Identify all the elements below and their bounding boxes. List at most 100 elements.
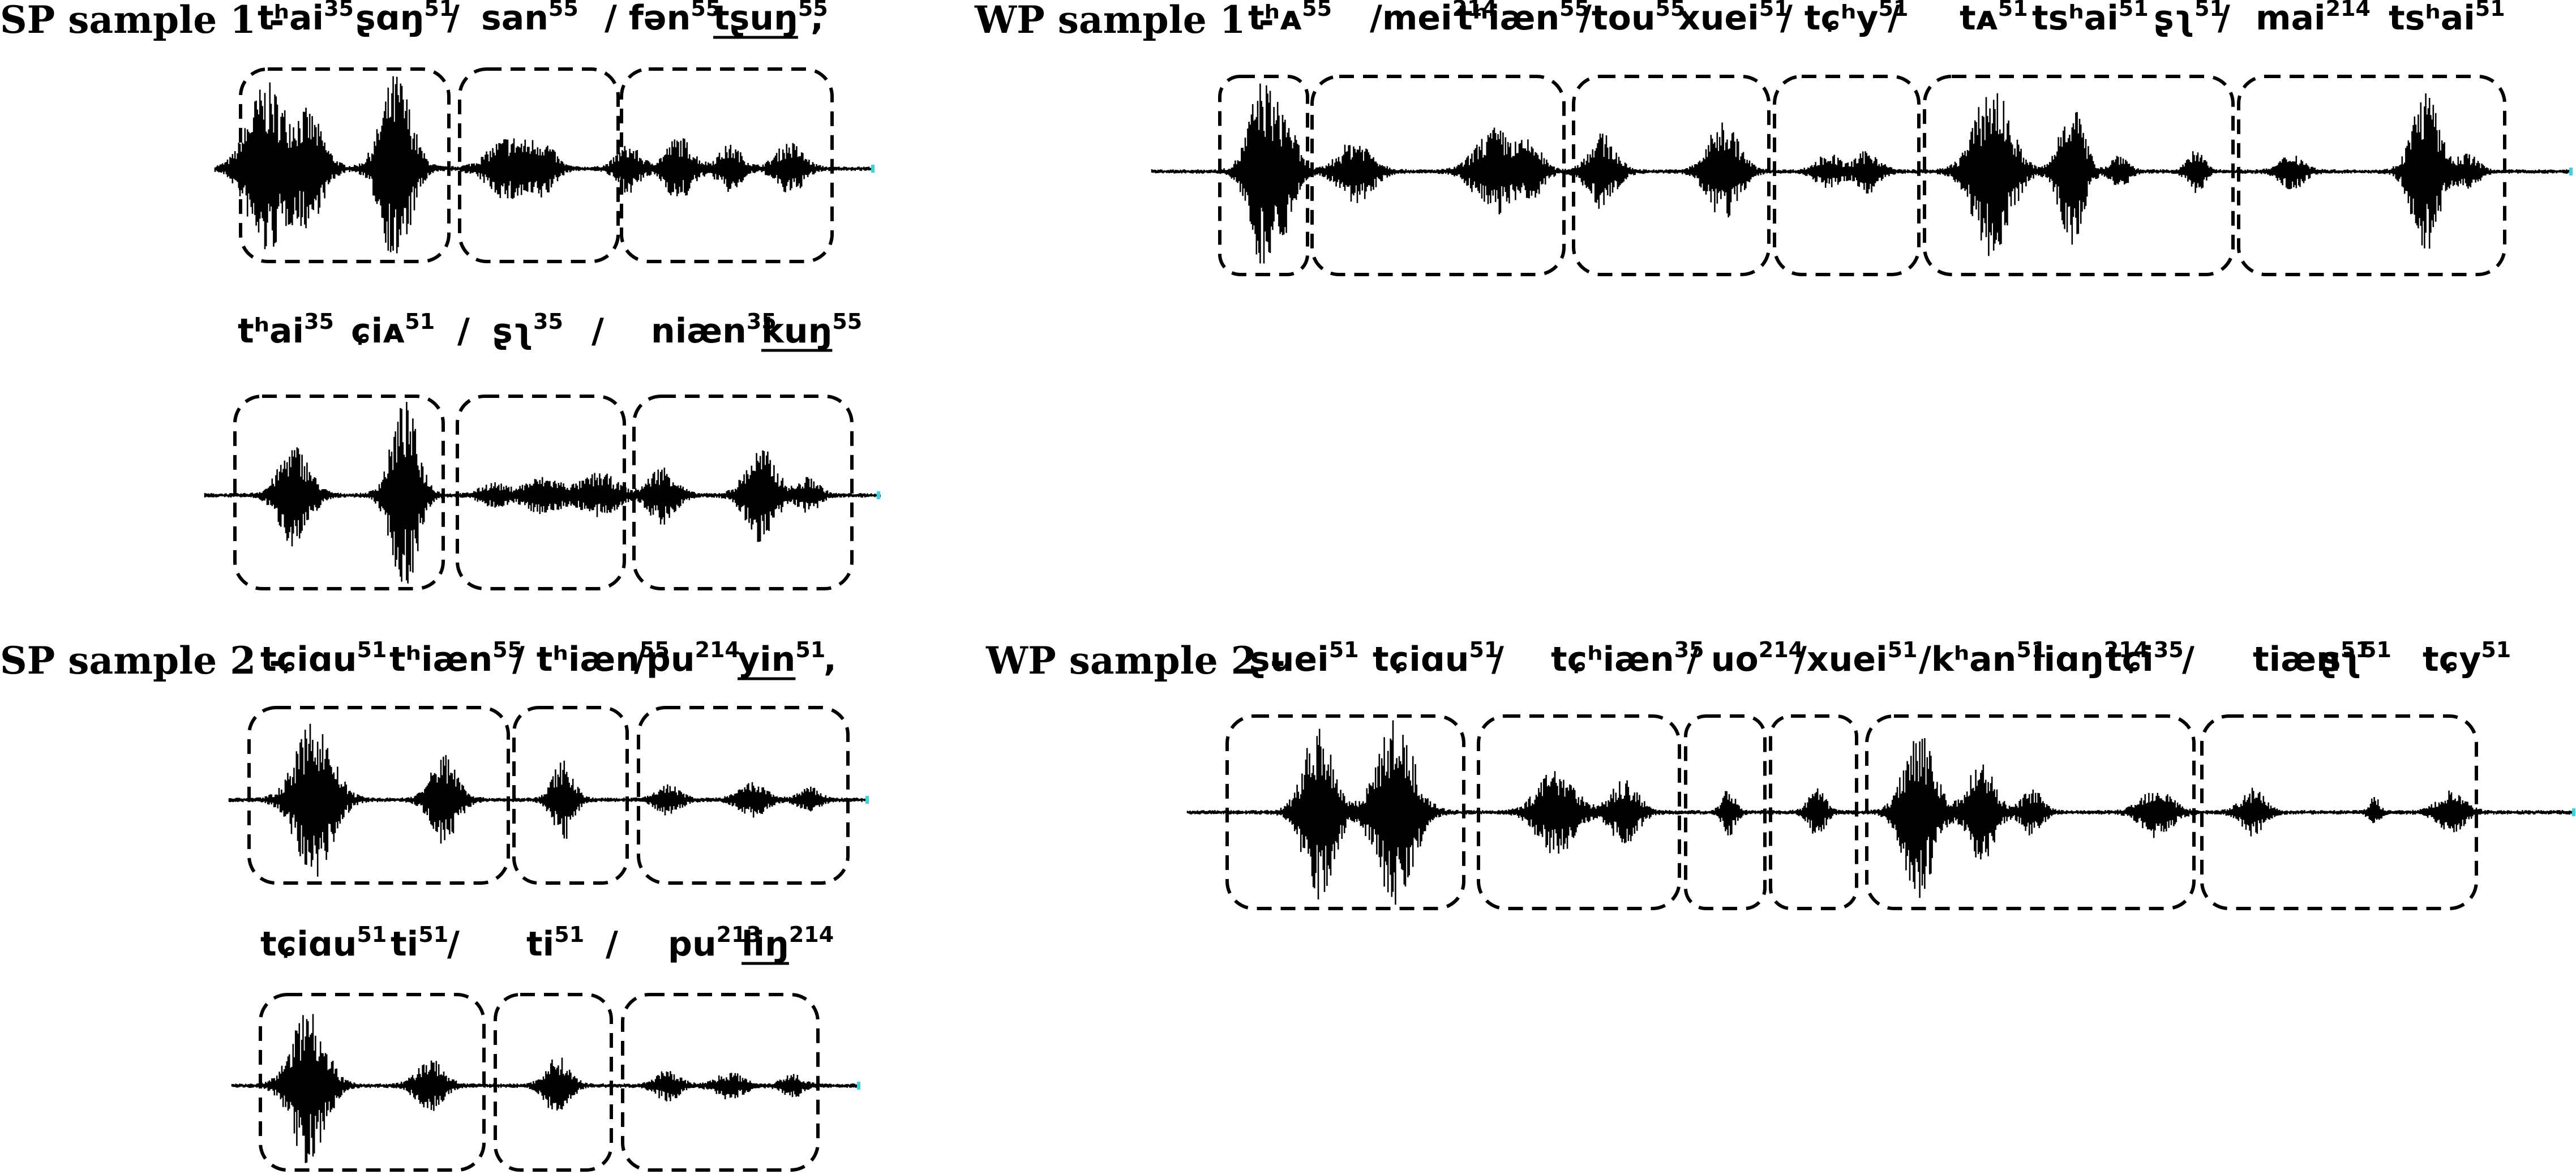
segment-box: [247, 706, 510, 885]
tone-number: 55: [1656, 0, 1686, 21]
tone-number: 35: [1674, 637, 1704, 662]
waveform-trace: [1186, 720, 2576, 905]
syllable-base: tsʰai: [2032, 0, 2119, 38]
segment-box: [2200, 714, 2478, 910]
waveform-row: [204, 402, 881, 584]
tone-number: 51: [1998, 0, 2028, 21]
syllable-base: /mei: [1370, 0, 1452, 38]
syllable-base: /pu: [634, 640, 695, 679]
tone-number: 35: [533, 309, 563, 334]
tone-number: 51: [418, 922, 448, 947]
syllable-base: tɕy: [2423, 640, 2481, 679]
tone-number: 214: [789, 922, 834, 947]
tone-number: 51: [405, 309, 435, 334]
syllable-base: ʂʅ: [2321, 640, 2361, 679]
tone-number: 35: [2154, 637, 2184, 662]
syllable-base: mai: [2256, 0, 2326, 38]
syllable-base: liŋ: [741, 924, 789, 964]
segment-box: [259, 993, 486, 1172]
tone-number: 55: [1302, 0, 1332, 21]
syllable-base: pu: [668, 924, 717, 964]
panel-wp-sample-2: WP sample 2 - ʂuei51 tɕiɑu51/tɕʰiæn35/ uo…: [985, 637, 2576, 910]
panel-sp-sample-2: SP sample 2 - tɕiɑu51tʰiæn55/ tʰiæn55/pu…: [0, 637, 869, 1172]
tone-number: 55: [832, 309, 862, 334]
segment-box: [1225, 714, 1465, 910]
segment-box: [1865, 714, 2196, 910]
syllable-base: ʂʅ: [492, 311, 533, 351]
tone-number: 51: [795, 637, 825, 662]
tone-number: 35: [324, 0, 354, 21]
segment-box: [456, 395, 626, 590]
tone-number: 51: [1759, 0, 1789, 21]
syllable-base: /: [592, 311, 604, 351]
segment-box: [1477, 714, 1681, 910]
segment-box: [1218, 75, 1309, 276]
segment-box: [2237, 75, 2506, 276]
syllable-line: tʰᴀ55/mei214tʰiæn55/tou55xuei51/ tɕʰy51/…: [1248, 0, 2505, 38]
segment-box: [494, 993, 613, 1172]
syllable-base: /: [606, 924, 618, 964]
tone-number: 51: [357, 922, 387, 947]
syllable-base: tᴀ: [1960, 0, 1998, 38]
segment-box: [1572, 75, 1771, 276]
tone-number: 51: [424, 0, 454, 21]
syllable-base: ti: [391, 924, 418, 964]
tone-number: 214: [695, 637, 740, 662]
tone-number: 55: [798, 0, 828, 21]
tone-number: 214: [1452, 0, 1497, 21]
syllable-base: xuei: [1678, 0, 1759, 38]
tone-number: 51: [2119, 0, 2149, 21]
waveform-end-marker: [877, 491, 880, 499]
syllable-base: yin: [738, 640, 795, 679]
syllable-base: tʰai: [238, 311, 304, 351]
segment-box: [621, 993, 820, 1172]
waveform-end-marker: [857, 1082, 860, 1090]
syllable-base: tʰᴀ: [1248, 0, 1302, 38]
segment-box: [1769, 714, 1858, 910]
syllable-base: / uo: [1687, 640, 1759, 679]
tone-number: 51: [1888, 637, 1918, 662]
syllable-base: ʂuei: [1250, 640, 1329, 679]
syllable-base: /xuei: [1794, 640, 1888, 679]
syllable-base: tʂuŋ: [713, 0, 798, 38]
panel-wp-sample-1: WP sample 1 - tʰᴀ55/mei214tʰiæn55/tou55x…: [974, 0, 2573, 276]
segment-box: [637, 706, 850, 885]
syllable-base: tɕiɑu: [260, 640, 357, 679]
panel-title: SP sample 2 -: [0, 639, 285, 683]
tone-number: 214: [2326, 0, 2371, 21]
waveform-end-marker: [2572, 808, 2575, 816]
tone-number: 51: [2361, 637, 2391, 662]
syllable-base: / tɕʰy: [1780, 0, 1879, 38]
tone-number: 51: [2194, 0, 2224, 21]
syllable-base: /: [457, 311, 470, 351]
tone-number: 214: [1759, 637, 1803, 662]
tone-number: 55: [548, 0, 578, 21]
syllable-base: tɕi: [2106, 640, 2154, 679]
syllable-base: tɕiɑu: [260, 924, 357, 964]
syllable-base: san: [481, 0, 548, 38]
syllable-line: tʰai35 ɕiᴀ51/ʂʅ35/niæn35kuŋ55: [238, 309, 862, 351]
syllable-base: liɑŋ: [2032, 640, 2104, 679]
syllable-base: ti: [526, 924, 554, 964]
tone-number: 55: [1559, 0, 1589, 21]
syllable-base: / tʰiæn: [512, 640, 640, 679]
syllable-base: ɕiᴀ: [351, 311, 405, 351]
syllable-line: ʂuei51 tɕiɑu51/tɕʰiæn35/ uo214/xuei51/kʰa…: [1250, 637, 2511, 679]
syllable-line: tʰai35ʂɑŋ51/san55/ fən55tʂuŋ55,: [258, 0, 828, 38]
tone-number: 51: [357, 637, 387, 662]
waveform-end-marker: [871, 165, 875, 173]
tone-number: 51: [2481, 637, 2511, 662]
waveform-row: [214, 76, 875, 254]
tone-number: 55: [492, 637, 522, 662]
waveform-end-marker: [2569, 168, 2573, 175]
segment-box: [620, 67, 834, 263]
syllable-line: tɕiɑu51 ti51/ti51/pu213liŋ214: [260, 922, 834, 964]
syllable-base: /: [1888, 0, 1900, 38]
syllable-base: tiæn: [2253, 640, 2341, 679]
syllable-base: ʂʅ: [2154, 0, 2194, 38]
syllable-base: kuŋ: [761, 311, 832, 351]
waveform-trace: [231, 1014, 861, 1163]
waveform-trace: [214, 76, 875, 254]
panel-title: SP sample 1 -: [0, 0, 285, 42]
